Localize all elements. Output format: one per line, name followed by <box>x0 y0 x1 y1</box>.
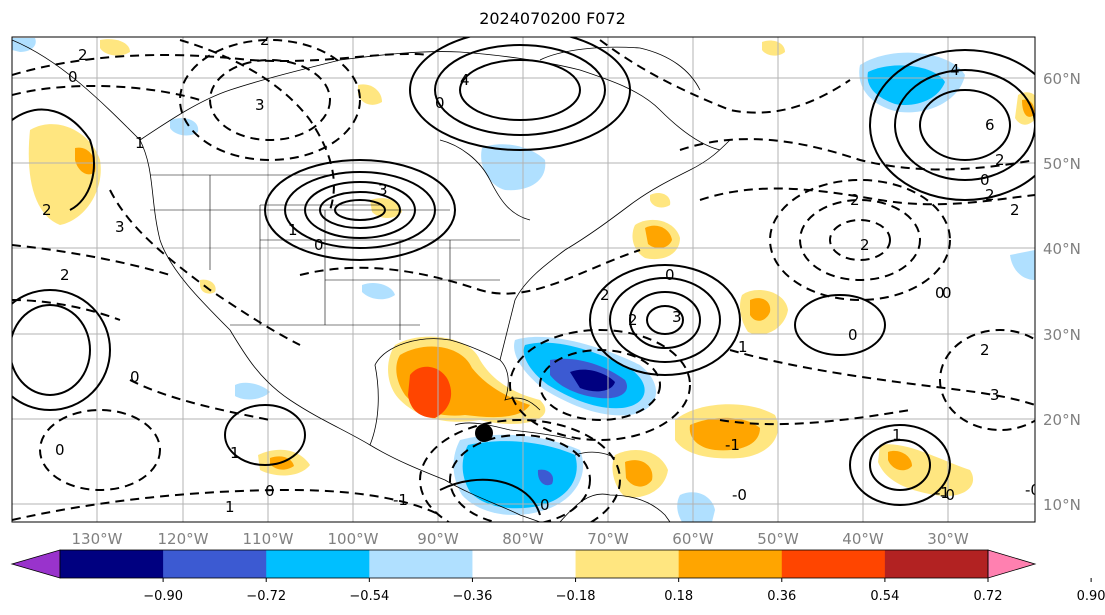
map-frame <box>11 36 1036 523</box>
colorbar: −0.90 −0.72 −0.54 −0.36 −0.18 0.18 0.36 0.54 0.7… <box>10 549 1105 604</box>
contour-label: 3 <box>255 96 265 114</box>
colorbar-segment <box>884 550 989 578</box>
contour-label: 0 <box>314 236 324 254</box>
contour-label: 0 <box>130 368 140 386</box>
contour-label: 2 <box>600 286 610 304</box>
contour-label: 2 <box>78 46 88 64</box>
colorbar-segment <box>60 550 164 578</box>
contour-label: 1 <box>230 444 240 462</box>
colorbar-frame <box>59 549 989 579</box>
contour-label: 0 <box>435 94 445 112</box>
lon-label: 100°W <box>328 530 379 548</box>
contour-label: 2 <box>42 201 52 219</box>
colorbar-tick-label: −0.18 <box>556 589 596 604</box>
contour-label: 2 <box>60 266 70 284</box>
map-plot-area: 2 0 3 2 0 4 6 2 2 0 3 1 0 2 3 0 1 0 2 0 … <box>12 31 1040 522</box>
contour-label: 1 <box>135 134 145 152</box>
contour-label: 2 <box>260 31 270 49</box>
contour-label: -1 <box>725 436 740 454</box>
colorbar-tick-label: 0.18 <box>664 589 693 604</box>
contour-label: 0 <box>540 496 550 514</box>
lat-label: 20°N <box>1043 411 1081 429</box>
longitude-labels: 130°W 120°W 110°W 100°W 90°W 80°W 70°W 6… <box>72 530 969 548</box>
colorbar-tick-label: 0.54 <box>870 589 899 604</box>
lon-label: 40°W <box>842 530 884 548</box>
colorbar-segment <box>678 550 783 578</box>
colorbar-extend-max <box>987 549 1037 579</box>
contour-label: 2 <box>985 186 995 204</box>
lon-label: 50°W <box>757 530 799 548</box>
contour-label: 2 <box>980 341 990 359</box>
lat-label: 50°N <box>1043 155 1081 173</box>
colorbar-segment <box>472 550 577 578</box>
lon-label: 110°W <box>243 530 294 548</box>
contour-label: 6 <box>985 116 995 134</box>
contour-label: 0 <box>68 68 78 86</box>
contour-label: 4 <box>950 61 960 79</box>
contour-label: -0 <box>732 486 747 504</box>
colorbar-tick-label: 0.36 <box>767 589 796 604</box>
lon-label: 80°W <box>502 530 544 548</box>
contour-label: 1 <box>738 338 748 356</box>
lat-label: 60°N <box>1043 70 1081 88</box>
contour-label: 2 <box>1010 201 1020 219</box>
colorbar-segment <box>163 550 267 578</box>
contour-label: -1 <box>935 484 950 502</box>
lon-label: 90°W <box>417 530 459 548</box>
contour-label: 3 <box>378 181 388 199</box>
lat-label: 30°N <box>1043 326 1081 344</box>
contour-label: 1 <box>892 426 902 444</box>
lon-label: 120°W <box>158 530 209 548</box>
contour-label: 3 <box>990 386 1000 404</box>
latitude-labels: 60°N 50°N 40°N 30°N 20°N 10°N <box>1043 70 1081 514</box>
lat-label: 10°N <box>1043 496 1081 514</box>
contour-label: 0 <box>980 171 990 189</box>
solid-contours <box>12 37 1035 516</box>
contour-label: 4 <box>460 71 470 89</box>
colorbar-segment <box>369 550 473 578</box>
contour-label: 0 <box>942 284 952 302</box>
contour-labels: 2 0 3 2 0 4 6 2 2 0 3 1 0 2 3 0 1 0 2 0 … <box>42 31 1040 516</box>
contour-label: 0 <box>848 326 858 344</box>
colorbar-tick-label: 0.72 <box>974 589 1003 604</box>
colorbar-segment <box>781 550 886 578</box>
contour-label: -0 <box>940 486 955 504</box>
map-title: 2024070200 F072 <box>479 9 626 28</box>
contour-label: -0 <box>1025 481 1040 499</box>
contour-label: -1 <box>393 491 408 509</box>
storm-center-marker <box>475 424 493 442</box>
colorbar-extend-min <box>10 549 61 579</box>
contour-label: 3 <box>672 308 682 326</box>
lat-label: 40°N <box>1043 240 1081 258</box>
contour-label: 3 <box>115 218 125 236</box>
coastlines <box>12 39 731 522</box>
contour-label: 2 <box>850 191 860 209</box>
contour-label: 0 <box>265 482 275 500</box>
lon-label: 70°W <box>587 530 629 548</box>
contour-label: 0 <box>55 441 65 459</box>
contour-label: 1 <box>288 221 298 239</box>
lon-label: 130°W <box>72 530 123 548</box>
contour-label: 2 <box>628 311 638 329</box>
colorbar-tick-label: −0.72 <box>246 589 286 604</box>
lon-label: 30°W <box>927 530 969 548</box>
contour-label: 0 <box>935 284 945 302</box>
colorbar-tick-label: −0.36 <box>453 589 493 604</box>
colorbar-tick-label: −0.54 <box>349 589 389 604</box>
colorbar-tick-label: 0.90 <box>1077 589 1105 604</box>
lon-label: 60°W <box>672 530 714 548</box>
dashed-contours <box>12 39 1035 522</box>
colorbar-segment <box>575 550 680 578</box>
contour-label: 2 <box>995 151 1005 169</box>
graticule <box>12 37 1035 522</box>
contour-label: 2 <box>860 236 870 254</box>
colorbar-tick-label: −0.90 <box>143 589 183 604</box>
colorbar-segment <box>266 550 370 578</box>
contour-label: 0 <box>665 266 675 284</box>
contour-label: 1 <box>225 498 235 516</box>
